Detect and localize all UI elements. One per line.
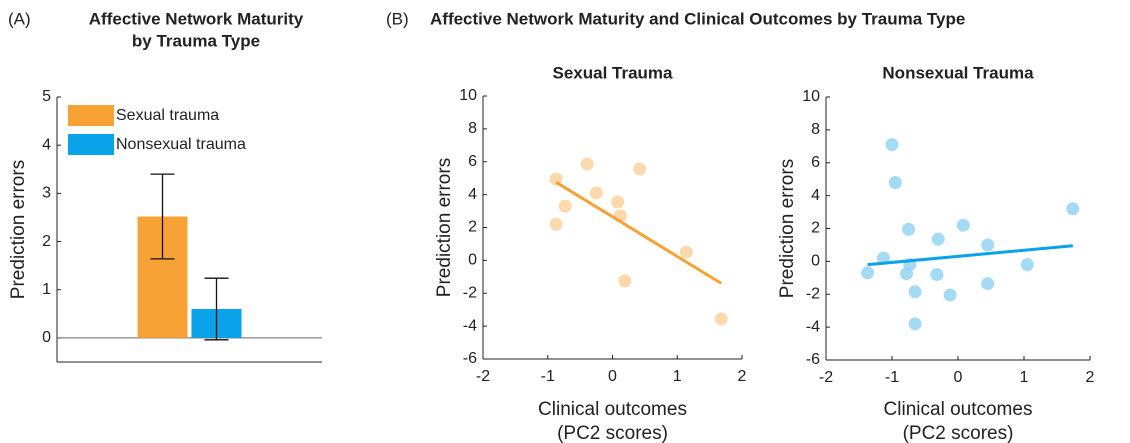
point (589, 186, 603, 200)
point (558, 199, 572, 213)
point (876, 251, 890, 265)
y-tick-label: 6 (811, 154, 820, 171)
x-tick-label: 0 (954, 369, 963, 386)
y-tick-label: -2 (806, 285, 820, 302)
y-tick-label: -6 (806, 351, 820, 368)
x-tick-label: 1 (673, 368, 682, 385)
point (679, 245, 693, 259)
point (861, 266, 875, 280)
point (981, 238, 995, 252)
y-tick-label: -4 (806, 318, 820, 335)
y-tick-label: 2 (42, 233, 51, 250)
y-tick-label: 2 (468, 219, 477, 236)
panel-label: (A) (8, 9, 31, 28)
y-tick-label: 10 (459, 87, 477, 104)
x-axis-label: (PC2 scores) (903, 423, 1014, 443)
point (549, 172, 563, 186)
y-tick-label: 2 (811, 220, 820, 237)
x-tick-label: 0 (608, 368, 617, 385)
point (549, 217, 563, 231)
x-tick-label: -1 (885, 369, 899, 386)
y-tick-label: 0 (811, 253, 820, 270)
point (908, 317, 922, 331)
point (885, 138, 899, 152)
fit-line (867, 244, 1073, 267)
point (888, 175, 902, 189)
x-tick-label: -2 (819, 369, 833, 386)
y-tick-label: 6 (468, 153, 477, 170)
chart-title: Sexual Trauma (552, 63, 673, 82)
y-tick-label: 8 (811, 121, 820, 138)
y-tick-label: 4 (811, 187, 820, 204)
point (956, 218, 970, 232)
y-tick-label: -2 (463, 284, 477, 301)
point (943, 288, 957, 302)
chart-title: Affective Network Maturity (89, 9, 304, 28)
point (618, 274, 632, 288)
point (902, 222, 915, 236)
point (714, 312, 728, 326)
y-tick-label: 4 (468, 186, 477, 203)
y-tick-label: 10 (802, 88, 820, 105)
y-tick-label: -4 (463, 317, 477, 334)
point (981, 277, 995, 291)
point (633, 162, 647, 176)
x-axis-label: Clinical outcomes (538, 399, 687, 420)
legend-swatch (68, 134, 114, 155)
x-axis-label: (PC2 scores) (557, 423, 668, 443)
x-tick-label: 2 (738, 368, 747, 385)
x-tick-label: -1 (541, 368, 555, 385)
x-tick-label: -2 (476, 368, 490, 385)
error-bar (150, 173, 175, 260)
x-axis-label: Clinical outcomes (884, 399, 1033, 420)
legend-label: Nonsexual trauma (116, 136, 246, 153)
y-tick-label: 1 (42, 281, 51, 298)
x-tick-label: 1 (1020, 369, 1029, 386)
point (611, 195, 625, 209)
y-axis-label: Prediction errors (434, 158, 455, 297)
y-tick-label: 0 (468, 252, 477, 269)
x-tick-label: 2 (1086, 369, 1095, 386)
chart-title: by Trauma Type (132, 31, 260, 50)
panel-label: (B) (386, 9, 409, 28)
y-axis-label: Prediction errors (8, 160, 29, 299)
point (580, 157, 594, 171)
y-tick-label: 4 (42, 136, 51, 153)
y-axis-label: Prediction errors (777, 159, 798, 298)
point (930, 268, 944, 282)
y-tick-label: 5 (42, 88, 51, 105)
panel-title: Affective Network Maturity and Clinical … (430, 9, 965, 28)
error-bar (204, 277, 229, 341)
y-tick-label: -6 (463, 350, 477, 367)
y-tick-label: 8 (468, 120, 477, 137)
point (908, 285, 922, 299)
legend-label: Sexual trauma (116, 107, 219, 124)
point (1020, 258, 1034, 272)
y-tick-label: 3 (42, 185, 51, 202)
point (1066, 202, 1080, 216)
fit-line (555, 181, 723, 285)
chart-title: Nonsexual Trauma (882, 63, 1034, 82)
point (931, 232, 945, 246)
legend-swatch (68, 105, 114, 126)
y-tick-label: 0 (42, 329, 51, 346)
